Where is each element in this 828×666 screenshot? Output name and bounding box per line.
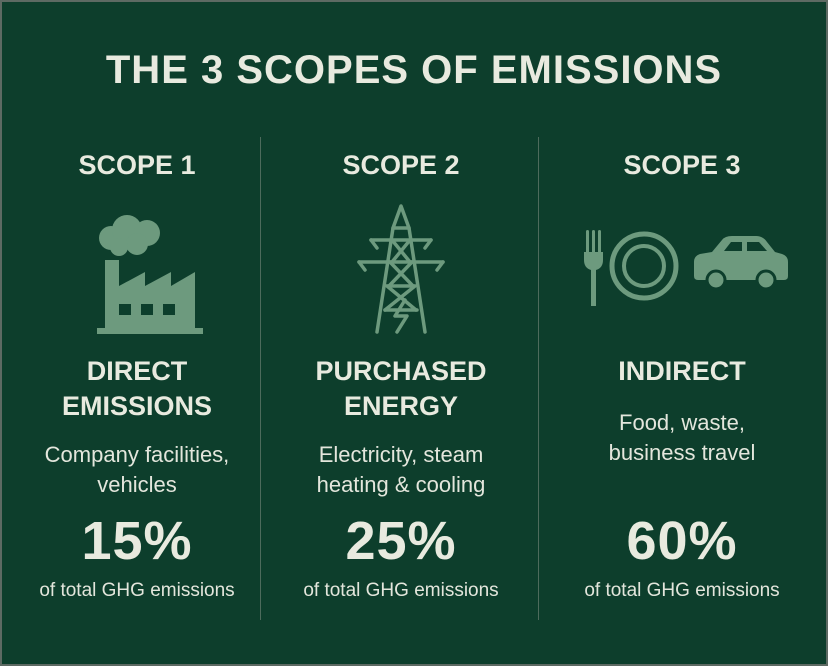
scope-3-description: Food, waste, business travel xyxy=(540,408,824,468)
scope-3-description-line-1: Food, waste, xyxy=(619,410,745,435)
scope-3-column: SCOPE 3 INDIREC xyxy=(540,0,824,666)
scope-2-description: Electricity, steam heating & cooling xyxy=(262,440,540,500)
scope-1-label: SCOPE 1 xyxy=(78,150,196,180)
column-divider-2 xyxy=(538,137,539,620)
scope-3-percent: 60% xyxy=(626,511,738,571)
scope-1-column: SCOPE 1 DIRECT EMISSIONS Co xyxy=(14,0,260,666)
scope-2-column: SCOPE 2 xyxy=(262,0,540,666)
plate-icon xyxy=(609,231,679,301)
scope-1-heading-line-1: DIRECT xyxy=(86,356,188,386)
scope-2-note: of total GHG emissions xyxy=(303,580,499,601)
scope-3-description-line-2: business travel xyxy=(608,440,756,465)
scope-1-description-line-2: vehicles xyxy=(97,472,177,497)
scope-1-percent: 15% xyxy=(81,511,193,571)
scope-2-heading: PURCHASED ENERGY xyxy=(262,354,540,424)
scope-1-description-line-1: Company facilities, xyxy=(44,442,230,467)
factory-icon xyxy=(14,200,260,340)
scope-3-heading: INDIRECT xyxy=(540,354,824,389)
scope-1-heading-line-2: EMISSIONS xyxy=(61,391,213,421)
scope-2-description-line-1: Electricity, steam xyxy=(318,442,484,467)
fork-icon xyxy=(584,230,603,306)
scope-2-description-line-2: heating & cooling xyxy=(316,472,486,497)
scope-3-note: of total GHG emissions xyxy=(584,580,780,601)
scope-3-heading-line-1: INDIRECT xyxy=(618,356,746,386)
scope-2-heading-line-2: ENERGY xyxy=(343,391,459,421)
fork-plate-car-icon xyxy=(540,200,824,340)
scope-1-note: of total GHG emissions xyxy=(39,580,235,601)
scope-2-heading-line-1: PURCHASED xyxy=(315,356,487,386)
column-divider-1 xyxy=(260,137,261,620)
scope-3-label: SCOPE 3 xyxy=(623,150,741,180)
scope-1-description: Company facilities, vehicles xyxy=(14,440,260,500)
scope-2-percent: 25% xyxy=(345,511,457,571)
infographic-title: THE 3 SCOPES OF EMISSIONS xyxy=(105,48,723,92)
scope-1-heading: DIRECT EMISSIONS xyxy=(14,354,260,424)
car-icon xyxy=(694,236,788,291)
power-tower-icon xyxy=(262,200,540,340)
scope-2-label: SCOPE 2 xyxy=(342,150,460,180)
